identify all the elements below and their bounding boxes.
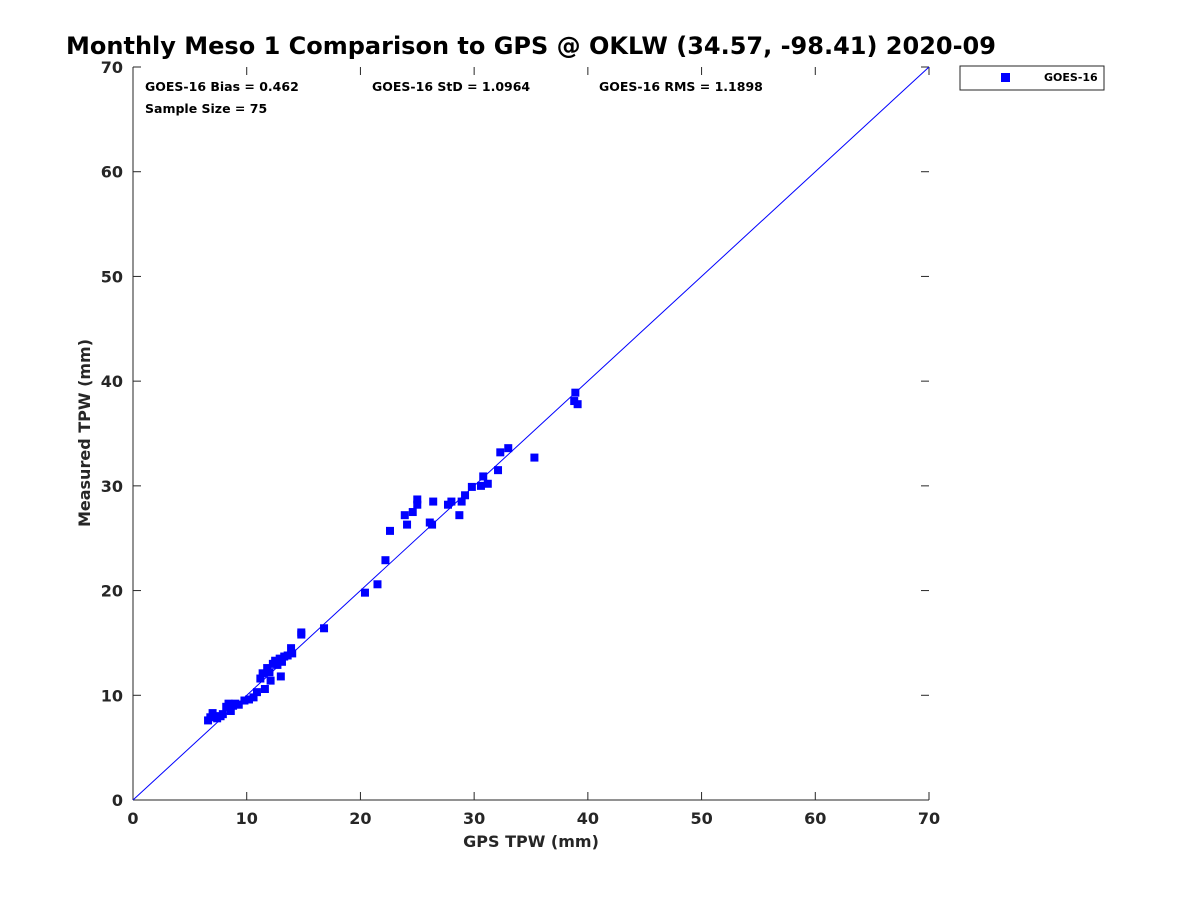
data-point: [457, 497, 466, 506]
data-point: [234, 700, 243, 709]
y-tick-label: 10: [101, 686, 123, 705]
plot-area: 0 10 20 30 40 50 60 70 0 10 20 30 40 50 60 70 GOES-16 …: [101, 58, 940, 828]
data-point: [447, 497, 456, 506]
y-ticks: 0 10 20 30 40 50 60 70: [101, 58, 929, 810]
data-point: [455, 511, 464, 520]
sample-size-stat: Sample Size = 75: [145, 101, 267, 116]
one-to-one-line: [132, 66, 930, 801]
x-tick-label: 60: [804, 809, 826, 828]
y-axis-label: Measured TPW (mm): [75, 339, 94, 527]
data-point: [467, 482, 476, 491]
data-point: [479, 472, 488, 481]
data-point: [413, 500, 422, 509]
data-point: [373, 580, 382, 589]
chart-title: Monthly Meso 1 Comparison to GPS @ OKLW …: [66, 32, 996, 60]
data-point: [413, 495, 422, 504]
data-point: [288, 649, 297, 658]
data-point: [271, 656, 280, 665]
legend-box: [959, 65, 1105, 91]
data-point: [504, 444, 513, 453]
data-point: [428, 520, 437, 529]
data-point: [263, 664, 272, 673]
data-point: [530, 453, 539, 462]
data-point: [429, 497, 438, 506]
y-tick-label: 30: [101, 477, 123, 496]
y-tick-label: 60: [101, 163, 123, 182]
data-point: [403, 520, 412, 529]
data-point: [360, 588, 369, 597]
x-tick-label: 70: [918, 809, 940, 828]
rms-stat: GOES-16 RMS = 1.1898: [599, 79, 763, 94]
x-axis-label: GPS TPW (mm): [463, 832, 599, 851]
data-point: [258, 669, 267, 678]
y-tick-label: 0: [112, 791, 123, 810]
y-tick-label: 20: [101, 582, 123, 601]
data-point: [283, 651, 292, 660]
x-tick-label: 50: [690, 809, 712, 828]
data-point: [571, 388, 580, 397]
data-point: [226, 706, 235, 715]
data-points: [204, 388, 582, 725]
data-point: [408, 508, 417, 517]
data-point: [461, 491, 470, 500]
x-tick-label: 40: [577, 809, 599, 828]
x-tick-label: 10: [236, 809, 258, 828]
x-tick-label: 0: [127, 809, 138, 828]
data-point: [244, 695, 253, 704]
data-point: [277, 657, 286, 666]
legend-label: GOES-16: [1044, 71, 1098, 84]
data-point: [476, 481, 485, 490]
data-point: [218, 710, 227, 719]
y-tick-label: 50: [101, 267, 123, 286]
std-stat: GOES-16 StD = 1.0964: [372, 79, 530, 94]
data-point: [256, 674, 265, 683]
x-tick-label: 30: [463, 809, 485, 828]
data-point: [265, 668, 274, 677]
data-point: [320, 624, 329, 633]
bias-stat: GOES-16 Bias = 0.462: [145, 79, 299, 94]
data-point: [260, 685, 269, 694]
data-point: [252, 688, 261, 697]
data-point: [287, 644, 296, 653]
data-point: [297, 628, 306, 637]
y-tick-label: 70: [101, 58, 123, 77]
legend-marker: [1001, 73, 1010, 82]
data-point: [381, 556, 390, 565]
data-point: [400, 511, 409, 520]
data-point: [385, 526, 394, 535]
y-tick-label: 40: [101, 372, 123, 391]
x-tick-label: 20: [349, 809, 371, 828]
data-point: [496, 448, 505, 457]
data-point: [224, 699, 233, 708]
legend: GOES-16: [959, 65, 1105, 91]
data-point: [273, 660, 282, 669]
x-ticks: 0 10 20 30 40 50 60 70: [127, 67, 940, 828]
data-point: [483, 479, 492, 488]
data-point: [573, 400, 582, 409]
data-point: [494, 466, 503, 475]
data-point: [276, 672, 285, 681]
data-point: [240, 696, 249, 705]
data-point: [206, 713, 215, 722]
data-point: [266, 676, 275, 685]
data-point: [249, 693, 258, 702]
